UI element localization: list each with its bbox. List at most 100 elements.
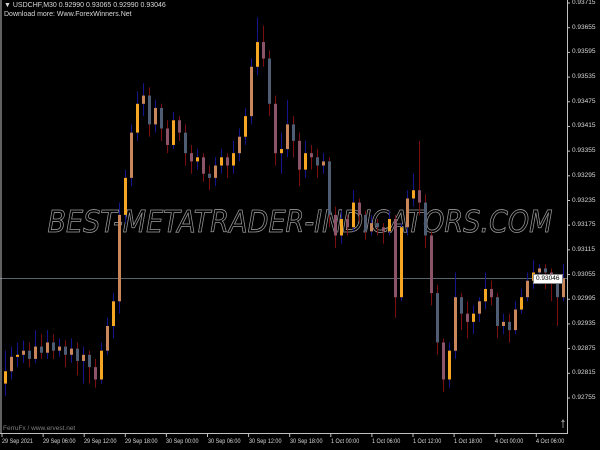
candle-body	[376, 223, 379, 228]
candle-body	[472, 313, 475, 322]
candle-body	[562, 278, 565, 298]
time-tick-label: 29 Sep 06:00	[43, 438, 76, 445]
candle	[112, 293, 115, 339]
candle-body	[118, 214, 121, 302]
candle	[148, 87, 151, 137]
candle	[274, 95, 277, 166]
candle	[40, 334, 43, 359]
price-tick-label: 0.92875	[572, 344, 596, 352]
candle	[556, 276, 559, 326]
candle	[424, 194, 427, 248]
candle-body	[52, 342, 55, 351]
scroll-icon[interactable]	[561, 419, 565, 428]
candle	[316, 149, 319, 178]
candle-body	[58, 346, 61, 351]
candle	[388, 210, 391, 236]
candle-body	[202, 157, 205, 174]
candle	[562, 264, 565, 302]
candle	[22, 340, 25, 364]
candle	[472, 305, 475, 335]
candle-body	[142, 95, 145, 104]
candle-body	[406, 198, 409, 228]
candle	[28, 342, 31, 368]
candle	[364, 210, 367, 240]
candle-body	[322, 161, 325, 166]
candle-body	[334, 214, 337, 236]
candle	[256, 17, 259, 76]
time-tick-label: 30 Sep 12:00	[248, 438, 282, 445]
candle	[34, 330, 37, 364]
watermark: BEST-METATRADER-INDICATORS.COM	[47, 205, 553, 241]
time-tick-label: 30 Sep 00:00	[166, 438, 199, 445]
candle-body	[358, 202, 361, 215]
candle-body	[484, 288, 487, 302]
candle-body	[436, 293, 439, 343]
candle-body	[238, 136, 241, 154]
candle	[124, 169, 127, 224]
time-tick-label: 1 Oct 00:00	[330, 438, 360, 445]
candle	[406, 190, 409, 236]
candle-body	[220, 157, 223, 166]
candle-body	[46, 342, 49, 353]
candle-body	[244, 116, 247, 137]
candle	[202, 153, 205, 182]
candle-body	[526, 280, 529, 298]
candle	[268, 50, 271, 117]
price-tick-label: 0.92935	[572, 319, 596, 327]
candle-body	[394, 219, 397, 298]
candle	[478, 297, 481, 322]
current-price-label: 0.93046	[533, 273, 563, 284]
candle-body	[166, 128, 169, 145]
candle-body	[292, 124, 295, 141]
candle-body	[190, 153, 193, 162]
candle-body	[544, 268, 547, 273]
candle	[394, 214, 397, 318]
candle	[490, 280, 493, 306]
candle	[280, 132, 283, 174]
candle-body	[328, 161, 331, 215]
candle-body	[4, 371, 7, 384]
candle-body	[184, 132, 187, 154]
candle	[46, 330, 49, 359]
candle	[100, 342, 103, 384]
candle	[244, 107, 247, 145]
candle-body	[316, 157, 319, 166]
candle-body	[64, 346, 67, 355]
candle	[412, 173, 415, 207]
candle	[142, 83, 145, 117]
candle-body	[82, 354, 85, 361]
time-tick-label: 4 Oct 06:00	[536, 438, 565, 445]
candle-body	[250, 66, 253, 117]
price-tick-label: 0.93595	[572, 48, 596, 56]
candle	[238, 128, 241, 162]
candle	[4, 350, 7, 396]
time-tick-label: 1 Oct 12:00	[413, 438, 442, 445]
candle	[328, 157, 331, 228]
candle-body	[556, 280, 559, 298]
candle	[226, 153, 229, 178]
candle	[514, 301, 517, 335]
candle-body	[124, 177, 127, 215]
time-tick-label: 30 Sep 18:00	[289, 438, 323, 445]
candle-body	[460, 297, 463, 314]
candle-body	[10, 356, 13, 372]
time-tick-label: 30 Sep 06:00	[207, 438, 240, 445]
candle-body	[382, 227, 385, 232]
candle	[130, 124, 133, 187]
price-tick-label: 0.93055	[572, 270, 596, 278]
price-tick-label: 0.93235	[572, 196, 596, 204]
candle-body	[304, 153, 307, 170]
candle	[340, 210, 343, 244]
candle	[208, 165, 211, 191]
symbol-info: ▼ USDCHF,M30 0.92990 0.93065 0.92990 0.9…	[4, 2, 166, 9]
candle-body	[448, 350, 451, 380]
candle-body	[520, 297, 523, 310]
candle	[382, 223, 385, 244]
candle	[106, 317, 109, 355]
price-tick-label: 0.92815	[572, 369, 596, 377]
candle	[418, 140, 421, 215]
candle-body	[388, 219, 391, 232]
candle	[64, 340, 67, 368]
